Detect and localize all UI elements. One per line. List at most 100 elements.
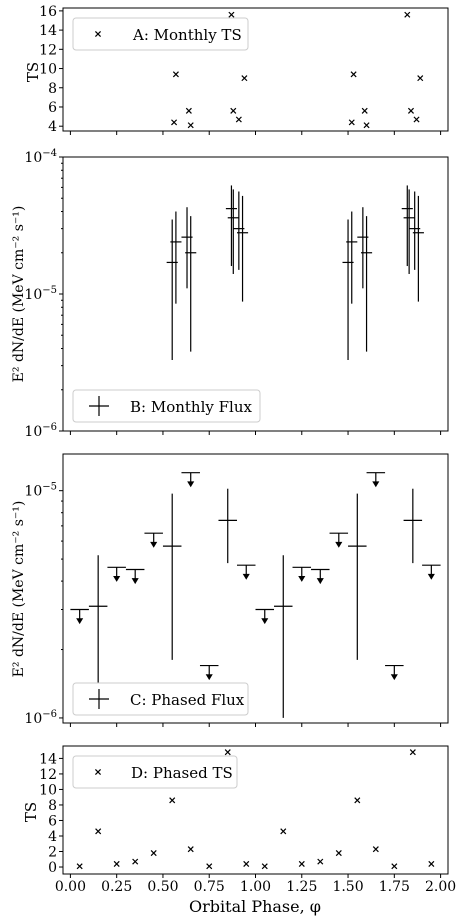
panel-b-x-ticks	[69, 431, 442, 435]
ts-marker-stroke-2	[113, 860, 120, 867]
y-tick-label: 0	[48, 860, 57, 876]
ts-marker-stroke-2	[235, 116, 242, 123]
y-tick-label: 6	[48, 100, 57, 116]
panel-a-legend-box	[72, 17, 249, 51]
upper-limit-arrow	[187, 481, 195, 488]
y-tick-label: 10	[39, 62, 57, 78]
y-tick-label: 16	[39, 4, 57, 20]
x-tick-label: 1.75	[379, 879, 410, 895]
ts-marker-stroke-2	[95, 828, 102, 835]
ts-marker-stroke-2	[224, 749, 231, 756]
upper-limit-arrow	[261, 618, 269, 625]
panel-a-x-ticks	[69, 131, 442, 135]
upper-limit-arrow	[298, 576, 306, 582]
ts-marker-stroke-2	[354, 797, 361, 804]
ts-marker-stroke-2	[317, 858, 324, 865]
upper-limit-arrow	[427, 573, 435, 580]
upper-limit-arrow	[316, 578, 324, 585]
y-tick-exponent: −5	[42, 285, 57, 296]
y-tick-label: 12	[39, 767, 57, 783]
panel-c-phased-flux: 10−610−5 E² dN/dE (MeV cm⁻² s⁻¹) C: Phas…	[11, 453, 449, 727]
panel-b-error-bars	[166, 185, 424, 360]
panel-a-monthly-ts: 4 6 8 10 12 14 16 TS A: Monthly TS	[24, 4, 449, 135]
panel-b-monthly-flux: 10−610−510−4 E² dN/dE (MeV cm⁻² s⁻¹) B: …	[11, 148, 449, 440]
panel-a-y-label: TS	[24, 62, 42, 82]
x-tick-label: 1.50	[332, 879, 363, 895]
x-tick-label: 1.00	[240, 879, 271, 895]
ts-marker-stroke-2	[350, 71, 357, 78]
panel-c-error-bars	[70, 472, 441, 718]
ts-marker-stroke-2	[187, 122, 194, 129]
upper-limit-arrow	[390, 674, 398, 681]
upper-limit-arrow	[242, 573, 250, 580]
y-tick-exponent: −6	[42, 709, 57, 720]
upper-limit-arrow	[372, 481, 380, 488]
ts-marker-stroke-2	[363, 122, 370, 129]
panel-d-x-ticks	[69, 874, 442, 878]
panel-a-legend-label: A: Monthly TS	[132, 26, 242, 44]
panel-d-markers	[76, 749, 435, 870]
ts-marker-stroke-2	[169, 797, 176, 804]
ts-marker-stroke-2	[230, 107, 237, 114]
ts-marker-stroke-2	[404, 11, 411, 18]
panel-c-y-label: E² dN/dE (MeV cm⁻² s⁻¹)	[11, 501, 27, 678]
panel-a-y-ticks: 4 6 8 10 12 14 16	[39, 4, 63, 135]
y-tick-label: 6	[48, 813, 57, 829]
ts-marker-stroke-2	[172, 71, 179, 78]
ts-marker-stroke-2	[206, 863, 213, 870]
panel-a-legend: A: Monthly TS	[72, 17, 249, 51]
ts-marker-stroke-2	[409, 749, 416, 756]
x-tick-label: 0.25	[101, 879, 132, 895]
x-tick-labels: 0.00 0.25 0.50 0.75 1.00 1.25 1.50 1.75 2.00	[55, 879, 456, 895]
y-tick-label: 12	[39, 42, 57, 58]
upper-limit-arrow	[205, 674, 213, 681]
y-tick-label: 14	[39, 23, 57, 39]
ts-marker-stroke-2	[407, 107, 415, 114]
ts-marker-stroke-2	[243, 860, 250, 867]
ts-marker-stroke-2	[413, 116, 420, 123]
panel-d-legend-marker-icon	[94, 768, 102, 776]
x-tick-label: 0.75	[194, 879, 225, 895]
ts-marker-stroke-2	[417, 75, 424, 82]
ts-marker-stroke-2	[428, 860, 435, 867]
y-tick-label: 4	[48, 829, 57, 845]
y-tick-exponent: −4	[42, 148, 57, 159]
x-tick-label: 1.25	[286, 879, 317, 895]
upper-limit-arrow	[76, 618, 84, 625]
ts-marker-stroke-2	[76, 863, 83, 870]
y-tick-exponent: −6	[42, 422, 57, 433]
panel-b-legend: B: Monthly Flux	[72, 389, 261, 423]
ts-marker-stroke-2	[372, 846, 379, 853]
panel-b-legend-label: B: Monthly Flux	[130, 398, 252, 416]
y-tick-label: 4	[48, 119, 57, 135]
ts-marker-stroke-2	[228, 11, 235, 18]
panel-d-legend: D: Phased TS	[72, 755, 238, 789]
panel-c-legend-label: C: Phased Flux	[130, 691, 245, 709]
upper-limit-arrow	[113, 576, 121, 582]
ts-marker-stroke-2	[241, 75, 248, 82]
panel-c-legend: C: Phased Flux	[72, 682, 249, 716]
x-tick-label: 0.50	[147, 879, 178, 895]
ts-marker-stroke-2	[132, 858, 139, 865]
ts-marker-stroke-2	[348, 119, 355, 126]
ts-marker-stroke-2	[150, 850, 157, 857]
ts-marker-stroke-2	[171, 119, 178, 126]
ts-marker-stroke-2	[187, 846, 194, 853]
ts-marker-stroke-2	[185, 107, 192, 114]
y-tick-label: 8	[48, 798, 57, 814]
panel-b-legend-box	[72, 389, 261, 423]
panel-d-legend-label: D: Phased TS	[131, 764, 233, 782]
ts-marker-stroke-2	[361, 107, 368, 114]
y-tick-label: 8	[48, 81, 57, 97]
ts-marker-stroke-2	[261, 863, 268, 870]
ts-marker-stroke-2	[280, 828, 287, 835]
ts-marker-stroke-2	[298, 860, 305, 867]
x-tick-label: 0.00	[55, 879, 86, 895]
y-tick-label: 2	[48, 845, 57, 861]
panel-d-y-label: TS	[22, 802, 40, 822]
panel-a-markers	[171, 11, 424, 129]
panel-d-legend-box	[72, 755, 238, 789]
